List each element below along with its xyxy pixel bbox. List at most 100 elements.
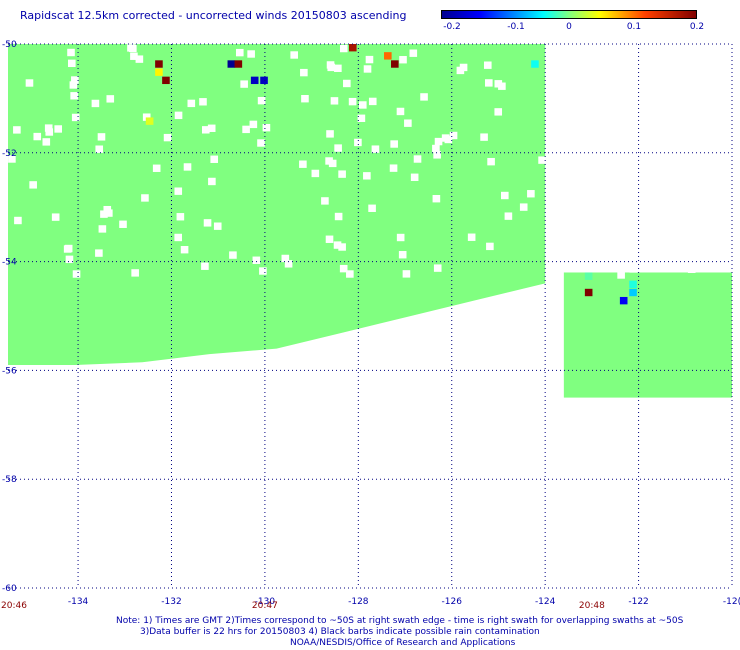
missing-cell — [389, 164, 398, 172]
missing-cell — [33, 132, 42, 141]
missing-cell — [45, 128, 54, 136]
missing-cell — [485, 79, 493, 87]
x-tick-label: -132 — [161, 597, 181, 607]
missing-cell — [252, 256, 261, 264]
missing-cell — [432, 144, 440, 153]
missing-cell — [71, 113, 80, 122]
missing-cell — [229, 251, 237, 259]
footnote-line-2: 3)Data buffer is 22 hrs for 20150803 4) … — [140, 627, 540, 637]
missing-cell — [327, 63, 336, 72]
missing-cell — [69, 81, 78, 89]
missing-cell — [409, 49, 418, 57]
missing-cell — [68, 59, 76, 68]
missing-cell — [290, 51, 298, 59]
missing-cell — [656, 104, 665, 112]
missing-cell — [321, 197, 329, 205]
missing-cell — [358, 101, 367, 109]
missing-cell — [67, 48, 75, 57]
missing-cell — [201, 262, 209, 270]
missing-cell — [629, 265, 638, 273]
missing-cell — [396, 107, 405, 116]
missing-cell — [247, 50, 255, 58]
missing-cell — [402, 270, 411, 278]
missing-cell — [95, 249, 103, 257]
missing-cell — [434, 137, 443, 146]
missing-cell — [311, 169, 320, 178]
anomaly-cell — [260, 76, 268, 85]
missing-cell — [404, 119, 412, 127]
missing-cell — [142, 113, 151, 121]
missing-cell — [578, 253, 586, 261]
missing-cell — [651, 122, 659, 131]
graticule — [8, 43, 733, 589]
missing-cell — [363, 172, 371, 180]
missing-cell — [480, 133, 488, 141]
missing-cell — [589, 138, 597, 146]
missing-cell — [8, 155, 16, 163]
missing-cell — [343, 79, 351, 88]
missing-cell — [674, 185, 682, 193]
missing-cell — [655, 173, 663, 182]
colorbar-label: -0.1 — [507, 22, 525, 32]
missing-cell — [71, 76, 79, 84]
missing-cell — [281, 254, 290, 263]
anomaly-cell — [384, 52, 392, 60]
missing-cell — [545, 74, 554, 82]
missing-cell — [702, 161, 711, 169]
missing-cell — [396, 233, 405, 242]
missing-cell — [63, 245, 72, 253]
missing-cell — [163, 133, 172, 142]
missing-cell — [257, 96, 266, 105]
missing-cell — [249, 120, 258, 129]
colorbar — [441, 10, 697, 19]
anomaly-cell — [391, 60, 399, 68]
missing-cell — [433, 264, 442, 272]
missing-cells — [8, 44, 720, 279]
missing-cell — [338, 243, 346, 251]
missing-cell — [333, 241, 342, 249]
missing-cell — [432, 195, 441, 203]
missing-cell — [325, 157, 333, 165]
missing-cell — [399, 56, 407, 64]
missing-cell — [284, 260, 293, 268]
missing-cell — [201, 126, 210, 134]
missing-cell — [580, 205, 588, 214]
missing-cell — [213, 222, 222, 230]
missing-cell — [390, 140, 398, 148]
missing-cell — [130, 52, 138, 60]
missing-cell — [398, 251, 407, 259]
missing-cell — [119, 220, 127, 228]
missing-cell — [100, 210, 108, 218]
missing-cell — [25, 79, 34, 87]
missing-cell — [330, 97, 339, 105]
colorbar-label: 0 — [566, 22, 572, 32]
missing-cell — [553, 255, 562, 263]
missing-cell — [326, 130, 334, 138]
x-tick-label: -128 — [348, 597, 369, 607]
missing-cell — [187, 99, 196, 108]
x-tick-label: -134 — [68, 597, 89, 607]
missing-cell — [357, 114, 366, 122]
missing-cell — [699, 87, 708, 95]
y-tick-label: -54 — [2, 258, 17, 268]
missing-cell — [538, 156, 546, 164]
missing-cell — [141, 194, 149, 202]
time-label: 20:46 — [1, 601, 27, 611]
missing-cell — [174, 233, 182, 242]
anomaly-cell — [155, 68, 163, 76]
missing-cell — [129, 44, 137, 53]
missing-cell — [183, 163, 192, 171]
missing-cell — [131, 269, 139, 277]
missing-cell — [679, 240, 687, 248]
missing-cell — [54, 125, 63, 133]
missing-cell — [687, 265, 696, 273]
missing-cell — [368, 97, 377, 106]
missing-cell — [65, 255, 74, 264]
missing-cell — [176, 213, 185, 221]
missing-cell — [549, 190, 557, 198]
anomaly-cell — [234, 60, 243, 68]
missing-cell — [235, 48, 244, 57]
missing-cell — [580, 75, 588, 83]
missing-cell — [501, 191, 509, 200]
